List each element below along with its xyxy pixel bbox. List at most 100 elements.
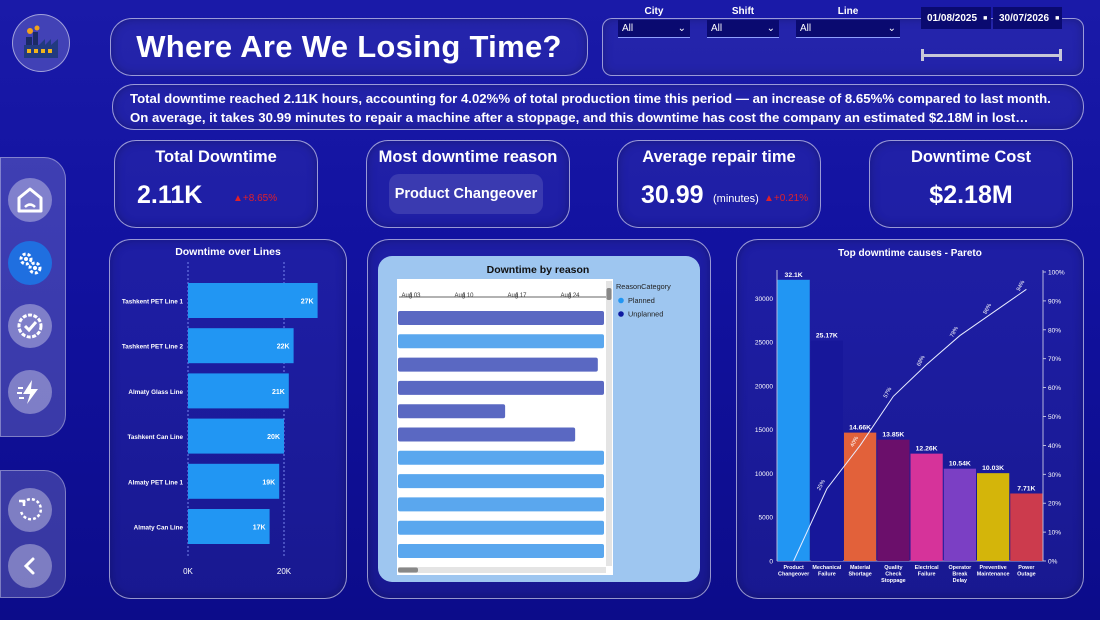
- city-dropdown[interactable]: All ⌄: [618, 20, 690, 38]
- pareto-bar[interactable]: [943, 468, 976, 561]
- bar-data-label: 12.26K: [916, 446, 938, 453]
- start-date-value: 01/08/2025: [927, 12, 978, 24]
- nav-home-button[interactable]: [8, 178, 52, 222]
- legend-label: Unplanned: [628, 310, 663, 319]
- kpi-delta: ▲+8.65%: [233, 193, 278, 204]
- category-label: Stoppage: [881, 578, 906, 584]
- vertical-scrollbar[interactable]: [606, 281, 612, 566]
- nav-quality-button[interactable]: [8, 304, 52, 348]
- line-bar[interactable]: [188, 463, 280, 499]
- nav-downtime-button[interactable]: [8, 241, 52, 285]
- date-slider-end-handle[interactable]: [1059, 49, 1062, 61]
- category-label: Almaty PET Line 1: [128, 479, 183, 486]
- shift-dropdown[interactable]: All ⌄: [707, 20, 779, 38]
- pareto-bar[interactable]: [810, 340, 843, 561]
- horizontal-scrollbar[interactable]: [398, 567, 606, 573]
- kpi-total-downtime: Total Downtime 2.11K ▲+8.65%: [114, 140, 318, 228]
- calendar-icon: ■: [1055, 14, 1060, 22]
- line-bar[interactable]: [188, 328, 294, 364]
- x-tick-label: Aug 24: [560, 293, 580, 299]
- kpi-unit: (minutes): [713, 193, 759, 205]
- downtime-by-reason-chart: Downtime by reason Aug 03 Aug 10 Aug 17 Aug …: [378, 256, 700, 582]
- line-bar[interactable]: [188, 283, 318, 318]
- pareto-bar[interactable]: [777, 279, 810, 561]
- category-label: Failure: [818, 572, 836, 578]
- x-tick-label: Aug 17: [507, 293, 527, 299]
- reset-icon: [19, 498, 43, 521]
- reset-button[interactable]: [8, 488, 52, 532]
- back-arrow-icon: [23, 557, 35, 575]
- shift-filter-value: All: [711, 23, 723, 34]
- date-slider-track[interactable]: [921, 54, 1062, 57]
- bar-data-label: 20K: [267, 434, 280, 441]
- city-filter-value: All: [622, 23, 634, 34]
- chart-title: Downtime over Lines: [175, 246, 281, 258]
- chevron-down-icon: ⌄: [887, 23, 896, 34]
- vertical-scroll-thumb[interactable]: [606, 288, 612, 300]
- pareto-bar[interactable]: [1010, 493, 1043, 561]
- legend-marker: [618, 297, 624, 304]
- reason-bar[interactable]: [398, 357, 598, 372]
- pareto-bar[interactable]: [877, 439, 910, 561]
- kpi-value: 2.11K: [137, 181, 203, 209]
- horizontal-scroll-thumb[interactable]: [398, 567, 418, 573]
- y2-tick-label: 60%: [1048, 385, 1061, 392]
- x-tick-label: 0K: [183, 567, 193, 576]
- title-panel: Where Are We Losing Time?: [110, 18, 588, 76]
- y-tick-label: 30000: [755, 296, 773, 303]
- pareto-bar[interactable]: [910, 453, 943, 561]
- y-tick-label: 25000: [755, 340, 773, 347]
- pareto-chart: Top downtime causes - Pareto 0 5000 10000 15…: [755, 248, 1065, 584]
- line-filter[interactable]: Line All ⌄: [796, 6, 900, 38]
- reason-bar[interactable]: [398, 497, 604, 512]
- home-icon: [17, 187, 43, 213]
- pareto-panel: Top downtime causes - Pareto 0 5000 10000 15…: [736, 239, 1084, 599]
- category-label: Check: [885, 572, 901, 578]
- cumulative-pct-label: 86%: [983, 303, 994, 316]
- reason-bar[interactable]: [398, 404, 506, 419]
- reason-bar[interactable]: [398, 520, 604, 535]
- nav-energy-button[interactable]: [8, 370, 52, 414]
- y2-tick-label: 20%: [1048, 501, 1061, 508]
- back-button[interactable]: [8, 544, 52, 588]
- category-label: Delay: [953, 578, 967, 584]
- summary-panel: Total downtime reached 2.11K hours, acco…: [112, 84, 1084, 130]
- line-bar[interactable]: [188, 373, 289, 409]
- reason-bar[interactable]: [398, 544, 604, 558]
- reason-bar[interactable]: [398, 311, 604, 325]
- start-date-input[interactable]: 01/08/2025 ■: [921, 7, 991, 29]
- cumulative-pct-label: 68%: [916, 355, 927, 368]
- line-bar[interactable]: [188, 418, 284, 454]
- lightning-icon: [17, 380, 38, 404]
- y-tick-label: 5000: [759, 515, 774, 522]
- pareto-bar[interactable]: [977, 473, 1010, 561]
- chevron-down-icon: ⌄: [677, 23, 686, 34]
- bar-data-label: 19K: [262, 479, 275, 486]
- y-tick-label: 20000: [755, 383, 773, 390]
- downtime-by-line-panel: Downtime over Lines 27K Tashkent PET Line …: [109, 239, 347, 599]
- reason-bar[interactable]: [398, 334, 604, 349]
- reason-bar[interactable]: [398, 474, 604, 489]
- line-dropdown[interactable]: All ⌄: [796, 20, 900, 38]
- y2-tick-label: 30%: [1048, 472, 1061, 479]
- category-label: Mechanical: [812, 565, 842, 571]
- pareto-bar[interactable]: [844, 432, 877, 561]
- reason-bar[interactable]: [398, 427, 576, 442]
- reason-bar[interactable]: [398, 450, 604, 465]
- reason-bar[interactable]: [398, 380, 604, 395]
- cumulative-line: [793, 288, 1027, 562]
- kpi-title: Downtime Cost: [910, 148, 1032, 166]
- bar-data-label: 17K: [253, 525, 266, 532]
- category-label: Changeover: [778, 572, 810, 578]
- line-bar[interactable]: [188, 509, 270, 544]
- cumulative-pct-label: 25%: [816, 479, 827, 492]
- end-date-input[interactable]: 30/07/2026 ■: [993, 7, 1062, 29]
- city-filter[interactable]: City All ⌄: [618, 6, 690, 38]
- shift-filter[interactable]: Shift All ⌄: [707, 6, 779, 38]
- x-tick-label: Aug 03: [401, 293, 421, 299]
- summary-line-2: On average, it takes 30.99 minutes to re…: [130, 110, 1029, 125]
- calendar-icon: ■: [983, 14, 988, 22]
- date-slider-start-handle[interactable]: [921, 49, 924, 61]
- legend-title: ReasonCategory: [616, 282, 671, 291]
- y-tick-label: 15000: [755, 427, 773, 434]
